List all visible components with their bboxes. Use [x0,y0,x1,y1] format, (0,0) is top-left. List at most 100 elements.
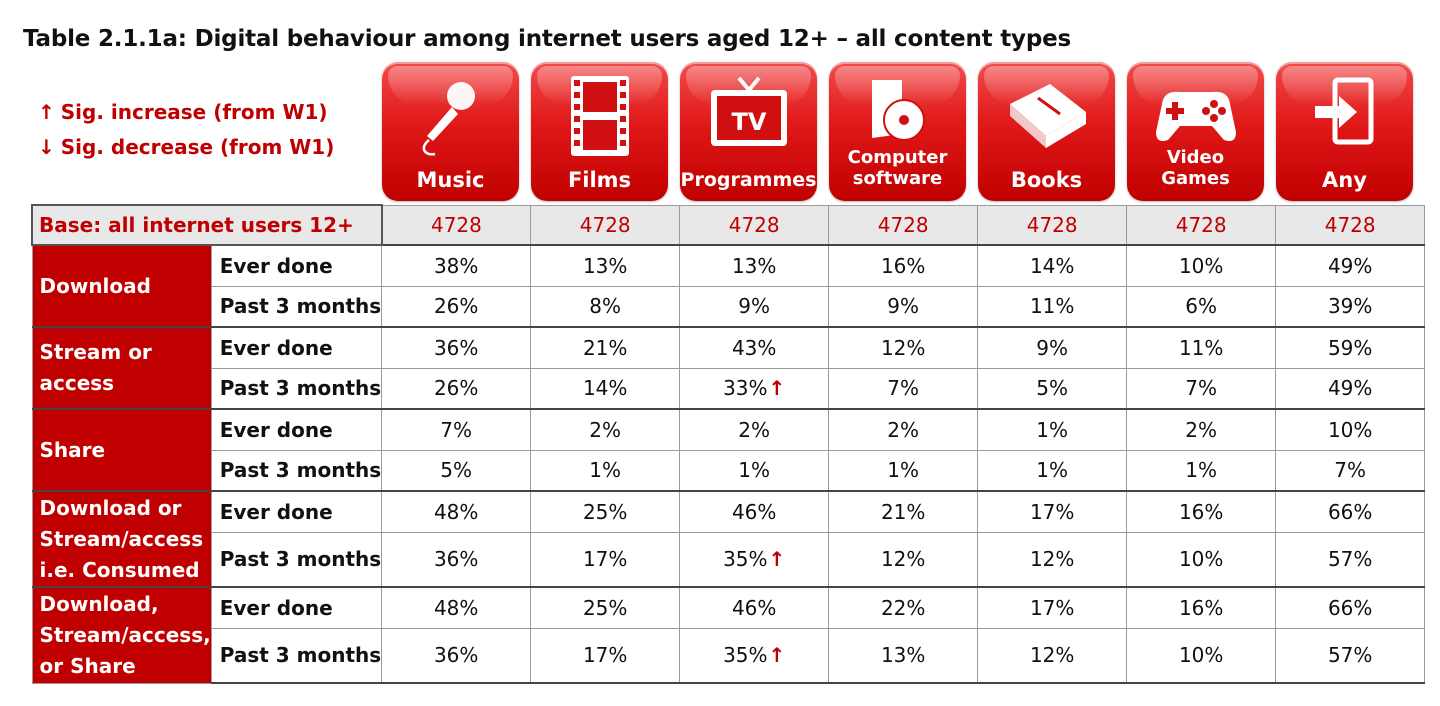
cell-value: 35% [723,643,768,668]
table-cell: 25% [530,586,681,629]
table-cell: 57% [1275,627,1426,684]
tv-icon-text: TV [731,108,766,136]
column-label: Computer software [829,147,966,189]
table-cell: 12% [828,326,979,369]
table-cell: 16% [828,244,979,287]
table-cell: 1% [977,408,1128,451]
column-header-music: Music [382,62,519,201]
table-cell: 26% [381,367,532,410]
column-label: Any [1322,168,1367,192]
base-value: 4728 [381,204,532,246]
group-label-consumed: Download or Stream/access i.e. Consumed [31,490,212,588]
column-header-any: Any [1276,62,1413,201]
table-cell: 12% [977,531,1128,588]
table-row: Download or Stream/access i.e. Consumed … [31,490,1426,588]
table-cell: 21% [530,326,681,369]
group-label-download: Download [31,244,212,328]
base-value: 4728 [1275,204,1426,246]
metric-label: Ever done [210,408,383,451]
column-label-line1: Video [1166,147,1225,168]
table-cell: 17% [530,627,681,684]
table-cell: 17% [530,531,681,588]
metric-label: Past 3 months [210,367,383,410]
column-header-films: Films [531,62,668,201]
table-cell: 5% [977,367,1128,410]
metric-label: Ever done [210,586,383,629]
table-row: Past 3 months 26% 8% 9% 9% 11% 6% 39% [32,285,1426,328]
table-cell: 1% [679,449,830,492]
table-cell: 16% [1126,586,1277,629]
table-cell: 36% [381,531,532,588]
table-cell: 1% [1126,449,1277,492]
table-cell: 17% [977,586,1128,629]
tv-icon: TV [710,76,787,146]
table-cell: 8% [530,285,681,328]
table-cell: 46% [679,586,830,629]
table-cell: 57% [1275,531,1426,588]
table-cell: 43% [679,326,830,369]
table-cell: 2% [530,408,681,451]
legend-decrease-label: Sig. decrease (from W1) [60,135,335,159]
table-cell: 59% [1275,326,1426,369]
table-cell: 7% [381,408,532,451]
table-cell: 48% [381,586,532,629]
table-cell: 35%↑ [679,531,830,588]
table-cell: 10% [1126,531,1277,588]
column-header-video-games: Video Games [1127,62,1264,201]
table-cell: 12% [977,627,1128,684]
table-row: Share Ever done 7% 2% 2% 2% 1% 2% 10% [31,408,1426,492]
table-cell: 1% [828,449,979,492]
software-disc-icon [871,80,925,141]
table-cell: 7% [1126,367,1277,410]
sig-increase-icon: ↑ [768,376,786,401]
metric-label: Past 3 months [210,531,383,588]
table-row: Past 3 months 36% 17% 35%↑ 12% 12% 10% 5… [32,531,1426,588]
table-cell: 46% [679,490,830,533]
legend-increase: ↑ Sig. increase (from W1) [38,100,328,124]
table-cell: 7% [828,367,979,410]
table-row: Past 3 months 26% 14% 33%↑ 7% 5% 7% 49% [32,367,1426,410]
table-cell: 36% [381,326,532,369]
group-label-share: Share [31,408,212,492]
table-cell: 36% [381,627,532,684]
microphone-icon [422,82,475,156]
film-strip-icon [570,76,629,156]
table-cell: 14% [977,244,1128,287]
table-cell: 21% [828,490,979,533]
table-cell: 11% [977,285,1128,328]
base-label: Base: all internet users 12+ [31,204,383,246]
table-cell: 66% [1275,586,1426,629]
table-cell: 22% [828,586,979,629]
gamepad-icon [1155,91,1236,141]
base-row: Base: all internet users 12+ 4728 4728 4… [31,204,1426,246]
table-cell: 9% [679,285,830,328]
table-cell: 13% [828,627,979,684]
table-cell: 6% [1126,285,1277,328]
column-header-computer-software: Computer software [829,62,966,201]
sig-increase-icon: ↑ [768,643,786,668]
down-arrow-icon: ↓ [38,135,55,159]
table-row: Past 3 months 36% 17% 35%↑ 13% 12% 10% 5… [32,627,1426,684]
table-cell: 10% [1126,244,1277,287]
table-cell: 49% [1275,244,1426,287]
column-label-line2: Games [1161,168,1230,189]
table-cell: 48% [381,490,532,533]
table-cell: 12% [828,531,979,588]
column-label-line1: Computer [847,147,948,168]
table-cell: 9% [828,285,979,328]
cell-value: 33% [723,376,768,401]
table-cell: 11% [1126,326,1277,369]
column-label: Programmes [680,169,817,191]
table-cell: 10% [1126,627,1277,684]
table-cell: 35%↑ [679,627,830,684]
table-cell: 10% [1275,408,1426,451]
table-cell: 13% [679,244,830,287]
base-value: 4728 [679,204,830,246]
column-label: Books [1010,168,1083,192]
table-cell: 49% [1275,367,1426,410]
table-cell: 2% [828,408,979,451]
metric-label: Ever done [210,244,383,287]
table-title: Table 2.1.1a: Digital behaviour among in… [23,26,1071,52]
table-cell: 17% [977,490,1128,533]
cell-value: 35% [723,547,768,572]
